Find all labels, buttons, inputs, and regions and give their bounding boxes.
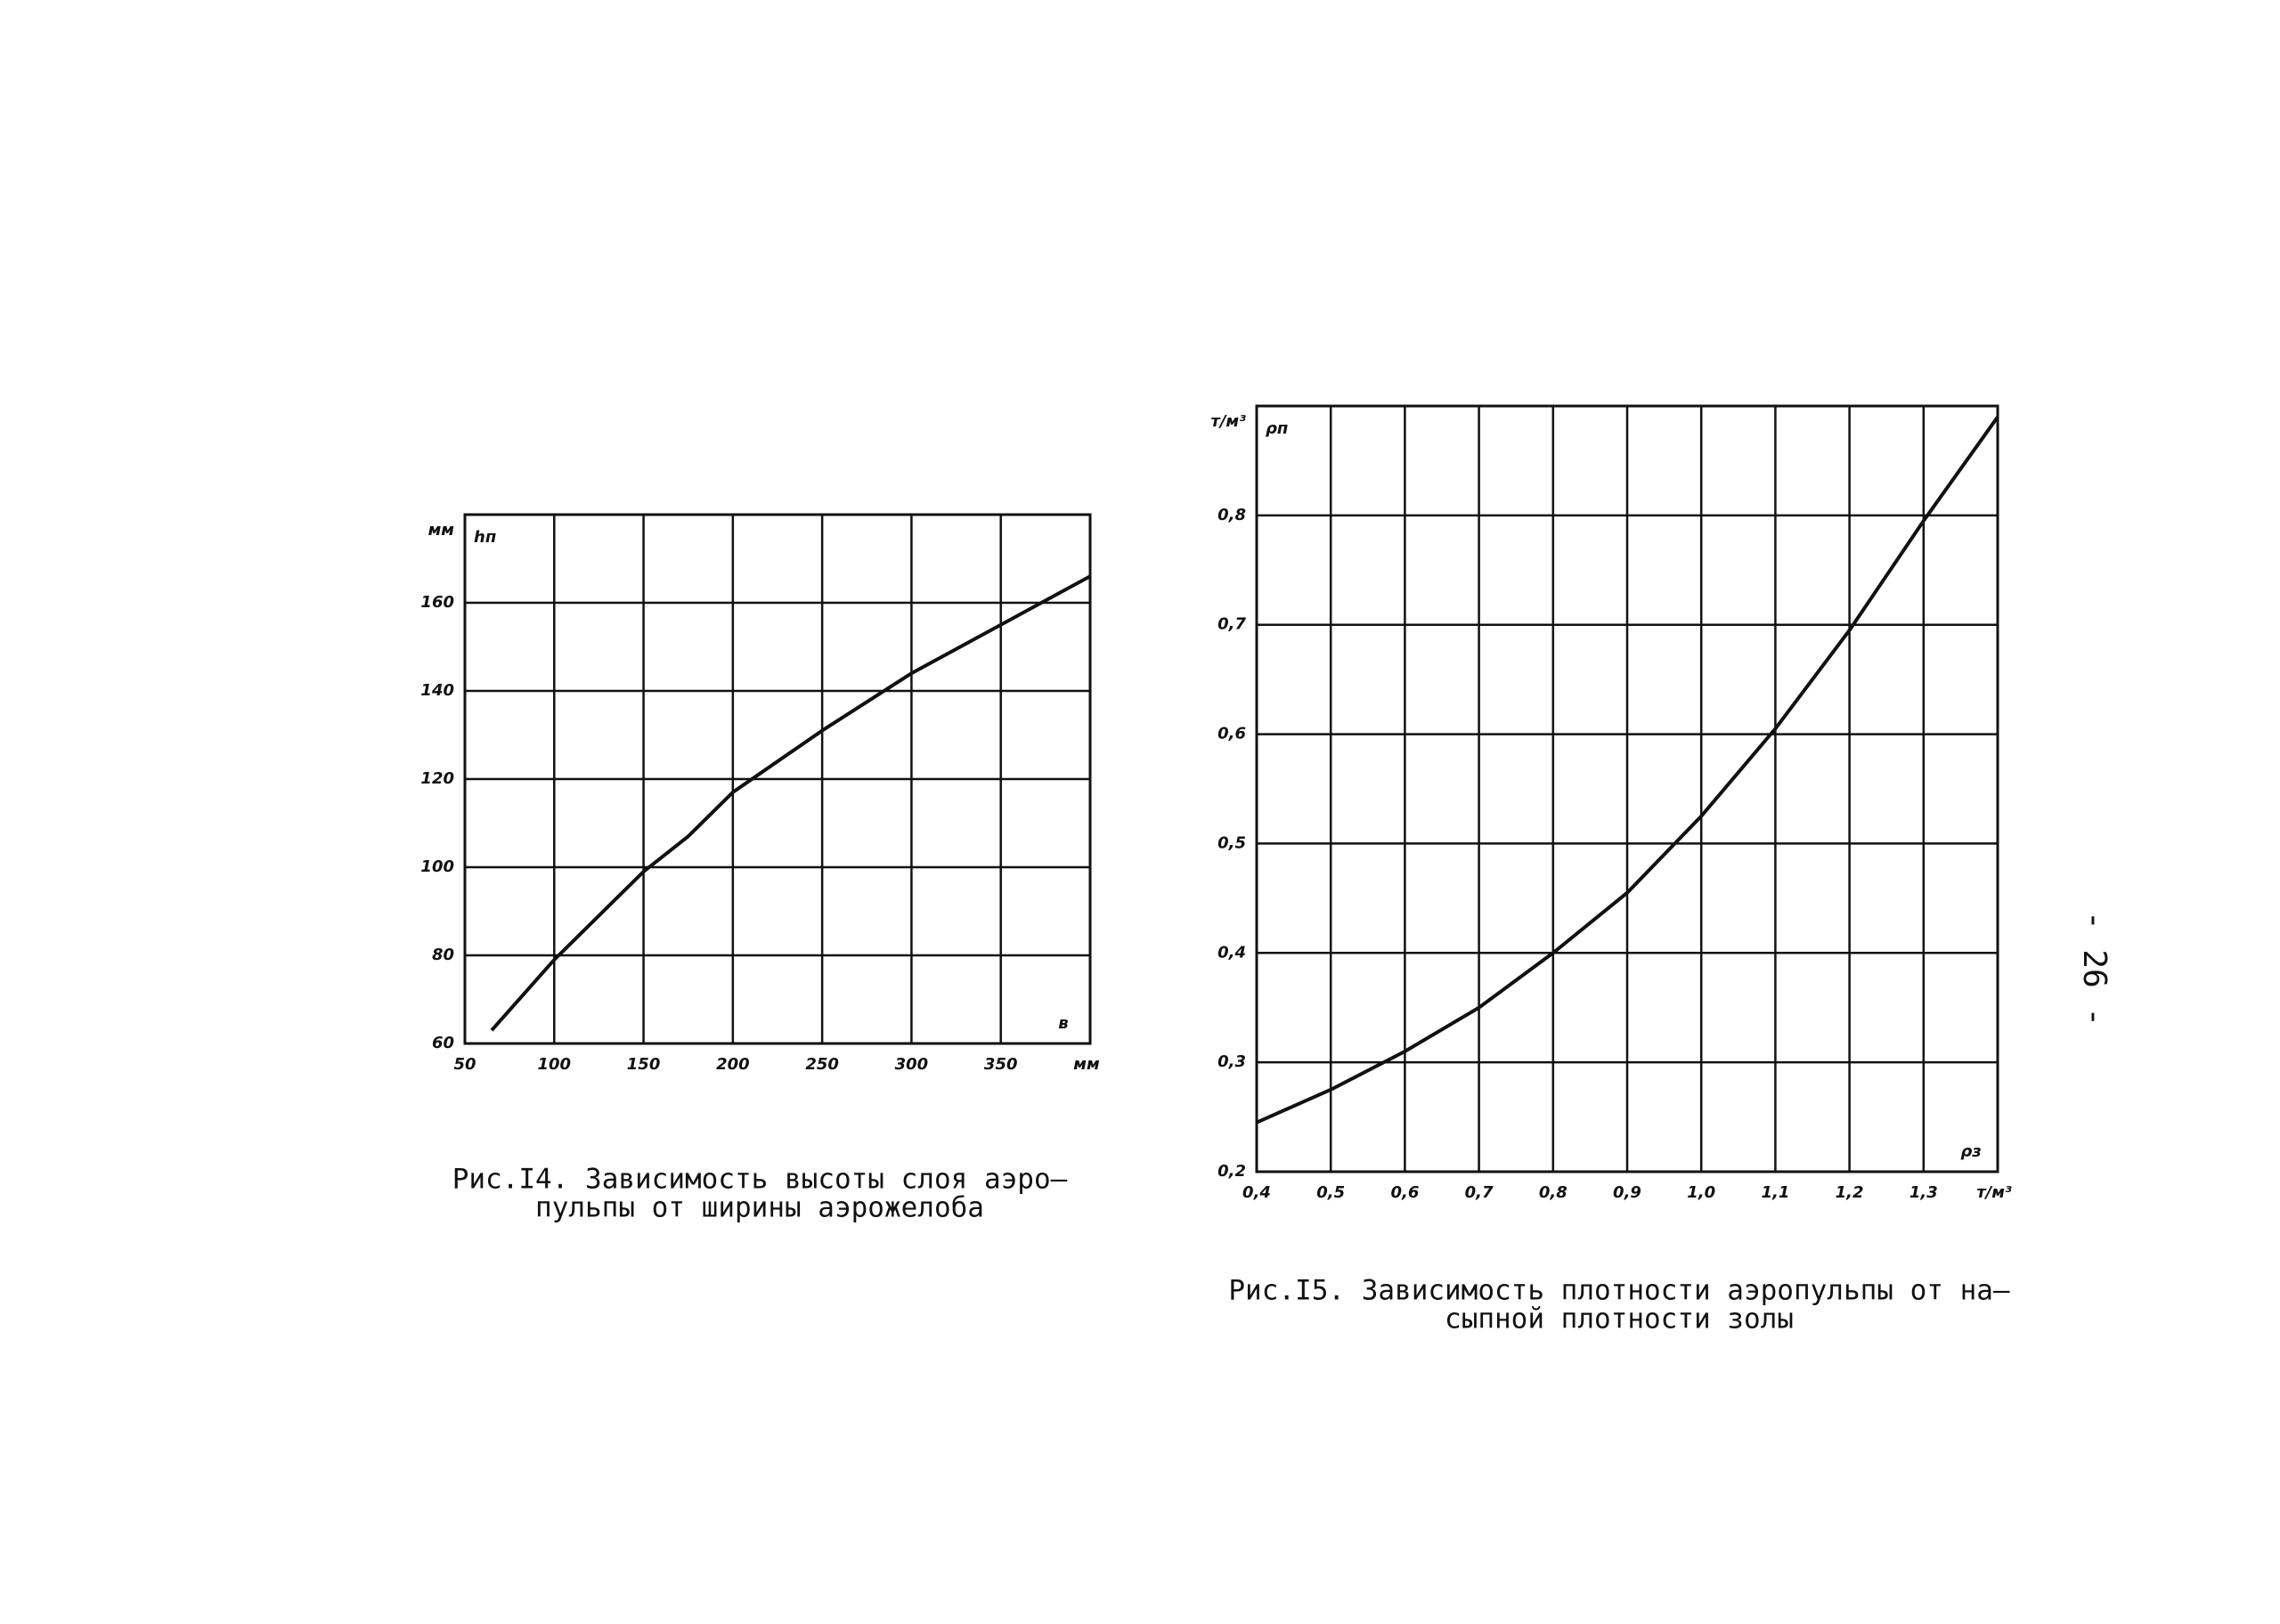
x-tick-label: 1,0 <box>1687 1183 1715 1202</box>
x-tick-label: 0,4 <box>1242 1183 1271 1202</box>
y-tick-label: 0,6 <box>1217 725 1246 743</box>
y-tick-label: 0,2 <box>1217 1162 1246 1181</box>
x-unit: мм <box>1073 1055 1100 1074</box>
y-tick-label: 0,8 <box>1217 506 1246 524</box>
x-symbol: в <box>1058 1014 1068 1033</box>
y-symbol: hп <box>474 528 496 547</box>
y-tick-label: 140 <box>420 681 454 700</box>
page-number: - 26 - <box>2076 911 2113 1027</box>
caption: Рис.I5. Зависимость плотности аэропульпы… <box>1228 1275 2010 1307</box>
x-tick-label: 1,2 <box>1836 1183 1864 1202</box>
x-tick-label: 0,5 <box>1316 1183 1345 1202</box>
x-tick-label: 0,8 <box>1539 1183 1568 1202</box>
x-tick-label: 250 <box>805 1055 839 1074</box>
caption: пульпы от ширины аэрожелоба <box>535 1192 984 1224</box>
y-unit: мм <box>428 521 455 540</box>
y-tick-label: 0,7 <box>1217 615 1246 634</box>
x-tick-label: 50 <box>453 1055 476 1074</box>
y-tick-label: 160 <box>420 593 454 612</box>
y-tick-label: 100 <box>420 857 454 876</box>
y-tick-label: 0,5 <box>1217 833 1246 852</box>
x-tick-label: 100 <box>537 1055 571 1074</box>
y-tick-label: 0,3 <box>1217 1052 1246 1071</box>
x-tick-label: 0,9 <box>1613 1183 1641 1202</box>
y-tick-label: 60 <box>432 1034 454 1052</box>
y-unit: т/м³ <box>1210 412 1246 431</box>
x-tick-label: 200 <box>716 1055 750 1074</box>
x-symbol: ρз <box>1960 1142 1981 1161</box>
x-tick-label: 0,7 <box>1465 1183 1494 1202</box>
x-tick-label: 0,6 <box>1390 1183 1419 1202</box>
data-line <box>490 574 1091 1032</box>
x-tick-label: 150 <box>627 1055 661 1074</box>
y-symbol: ρп <box>1266 419 1288 438</box>
data-line <box>1256 416 1999 1125</box>
x-tick-label: 300 <box>895 1055 929 1074</box>
y-tick-label: 120 <box>420 769 454 788</box>
y-tick-label: 80 <box>432 946 454 964</box>
x-tick-label: 1,1 <box>1761 1183 1789 1202</box>
x-unit: т/м³ <box>1976 1183 2012 1202</box>
y-tick-label: 0,4 <box>1217 943 1246 962</box>
caption: сыпной плотности золы <box>1445 1303 1794 1336</box>
caption: Рис.I4. Зависимость высоты слоя аэро– <box>452 1164 1068 1196</box>
x-tick-label: 1,3 <box>1910 1183 1938 1202</box>
x-tick-label: 350 <box>984 1055 1018 1074</box>
